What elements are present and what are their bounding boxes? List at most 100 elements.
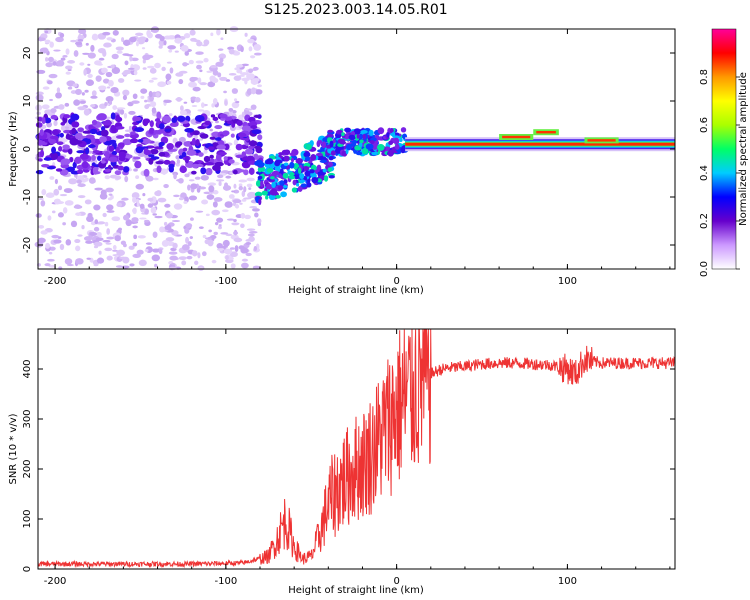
band-blob: [143, 118, 151, 124]
noise-blob: [183, 101, 188, 104]
noise-blob: [189, 236, 194, 240]
dip-blob: [292, 163, 300, 170]
noise-blob: [249, 206, 258, 209]
spectrogram-x-tick-label: 100: [558, 276, 577, 287]
dip-blob: [306, 182, 312, 188]
noise-blob: [164, 225, 172, 231]
noise-blob: [185, 222, 193, 229]
noise-blob: [218, 53, 227, 60]
noise-blob: [104, 175, 111, 180]
noise-blob: [49, 98, 53, 102]
band-blob: [50, 114, 58, 120]
noise-blob: [94, 60, 102, 66]
noise-blob: [72, 83, 78, 88]
band-blob: [153, 129, 160, 134]
colorbar-tick-label: 0.0: [699, 261, 710, 277]
noise-blob: [116, 202, 123, 208]
noise-blob: [241, 63, 249, 67]
noise-blob: [197, 77, 202, 84]
noise-blob: [56, 59, 65, 67]
transition-blob: [389, 128, 394, 133]
noise-blob: [151, 196, 157, 204]
band-blob: [96, 113, 107, 121]
noise-blob: [148, 79, 154, 83]
noise-blob: [53, 239, 62, 244]
dip-blob: [300, 183, 307, 188]
noise-blob: [63, 188, 73, 193]
noise-blob: [151, 107, 157, 114]
noise-blob: [175, 72, 184, 77]
band-blob: [210, 114, 216, 118]
band-blob: [214, 137, 222, 141]
noise-blob: [128, 245, 135, 250]
band-blob: [55, 168, 63, 172]
dip-blob: [274, 194, 281, 199]
noise-blob: [128, 110, 136, 115]
spectrogram-y-tick-label: 20: [22, 47, 33, 60]
snr-y-tick-label: 300: [22, 409, 33, 428]
noise-blob: [94, 187, 103, 191]
noise-blob: [196, 41, 203, 47]
band-blob: [108, 156, 118, 163]
noise-blob: [53, 188, 60, 196]
colorbar-tick-label: 0.6: [699, 117, 710, 133]
noise-blob: [59, 193, 68, 197]
noise-blob: [184, 51, 190, 56]
transition-blob: [393, 137, 400, 145]
band-blob: [181, 151, 187, 158]
noise-blob: [222, 239, 230, 247]
colorbar: 0.0 0.2 0.4 0.6 0.8 Normalized spectral ampl…: [699, 28, 749, 277]
dip-blob: [292, 179, 297, 186]
band-blob: [141, 138, 152, 144]
noise-blob: [220, 232, 229, 235]
dip-blob: [277, 185, 284, 190]
noise-blob: [233, 75, 242, 81]
noise-blob: [190, 183, 198, 190]
noise-blob: [129, 263, 135, 267]
transition-blob: [360, 129, 368, 134]
transition-blob: [353, 128, 361, 135]
noise-blob: [45, 57, 49, 62]
band-blob: [46, 165, 56, 170]
band-blob: [132, 116, 142, 122]
noise-blob: [204, 239, 210, 245]
noise-blob: [90, 95, 98, 99]
noise-blob: [116, 50, 123, 54]
noise-blob: [45, 242, 51, 249]
noise-blob: [122, 39, 131, 46]
noise-blob: [105, 96, 114, 102]
dip-blob: [265, 183, 273, 190]
noise-blob: [216, 179, 225, 182]
noise-blob: [158, 45, 163, 49]
dip-blob: [295, 182, 300, 187]
band-blob: [222, 130, 230, 136]
band-blob: [99, 136, 107, 143]
band-blob: [184, 127, 195, 133]
dip-blob: [279, 180, 285, 187]
noise-blob: [188, 59, 194, 65]
dip-blob: [258, 198, 262, 206]
band-blob: [212, 116, 219, 122]
noise-blob: [62, 222, 66, 226]
noise-blob: [140, 88, 148, 94]
dip-blob: [328, 175, 335, 179]
noise-blob: [84, 199, 92, 205]
transition-blob: [355, 151, 363, 156]
noise-blob: [85, 240, 93, 244]
colorbar-label: Normalized spectral amplitude: [738, 72, 749, 226]
band-blob: [114, 170, 122, 176]
noise-blob: [215, 61, 224, 67]
dip-blob: [302, 165, 310, 172]
band-blob: [171, 117, 178, 123]
band-blob: [250, 125, 258, 130]
dip-blob: [323, 175, 329, 182]
noise-blob: [105, 187, 114, 193]
noise-blob: [238, 185, 244, 191]
noise-blob: [116, 107, 126, 110]
spectrogram-x-tick-label: -100: [215, 276, 238, 287]
noise-blob: [123, 243, 127, 248]
dip-blob: [309, 169, 315, 174]
noise-blob: [157, 81, 167, 88]
band-blob: [132, 156, 141, 160]
noise-blob: [112, 105, 118, 110]
